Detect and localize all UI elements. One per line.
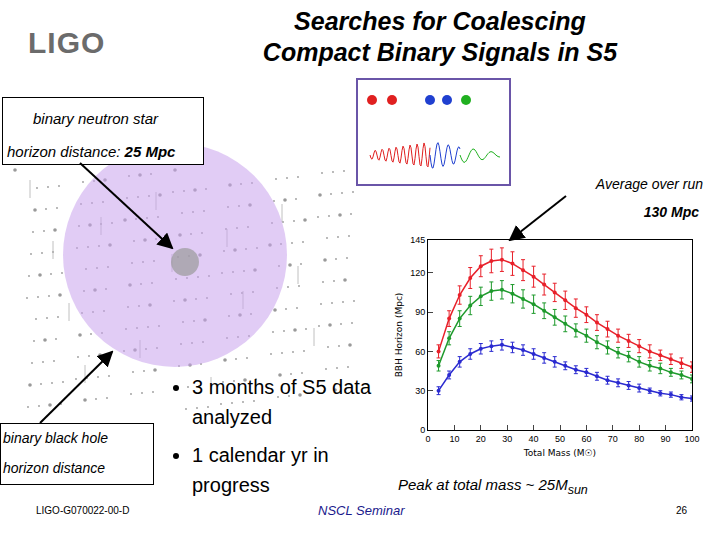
html-text:1 calendar yr in progress: 1 calendar yr in progress bbox=[192, 444, 329, 496]
html-text:Compact Binary Signals in S5: Compact Binary Signals in S5 bbox=[262, 38, 618, 66]
svg-text:0: 0 bbox=[425, 434, 430, 444]
svg-text:100: 100 bbox=[684, 434, 699, 444]
svg-text:120: 120 bbox=[410, 268, 425, 278]
html-text:NSCL Seminar: NSCL Seminar bbox=[318, 503, 405, 518]
html-text:binary black hole: binary black hole bbox=[3, 430, 109, 446]
svg-text:Total Mass (M☉): Total Mass (M☉) bbox=[523, 448, 596, 458]
svg-text:145: 145 bbox=[410, 235, 425, 245]
svg-text:0: 0 bbox=[420, 425, 425, 435]
html-text:binary neutron star: binary neutron star bbox=[33, 110, 159, 127]
html-text:Average over run: Average over run bbox=[595, 176, 703, 192]
html-text:horizon distance: horizon distance bbox=[3, 460, 105, 476]
svg-text:10: 10 bbox=[449, 434, 459, 444]
svg-text:30: 30 bbox=[415, 386, 425, 396]
html-text:130 Mpc: 130 Mpc bbox=[643, 204, 699, 220]
html-text:LIGO: LIGO bbox=[28, 26, 106, 59]
html-text:Searches for Coalescing: Searches for Coalescing bbox=[294, 7, 586, 35]
html-text:horizon distance: 25 Mpc: horizon distance: 25 Mpc bbox=[7, 143, 176, 160]
svg-text:90: 90 bbox=[415, 307, 425, 317]
svg-text:90: 90 bbox=[661, 434, 671, 444]
svg-text:70: 70 bbox=[608, 434, 618, 444]
svg-text:30: 30 bbox=[502, 434, 512, 444]
svg-text:60: 60 bbox=[581, 434, 591, 444]
html-text:Peak at total mass ~ 25Msun: Peak at total mass ~ 25Msun bbox=[398, 476, 588, 497]
svg-text:BBH Horizon (Mpc): BBH Horizon (Mpc) bbox=[394, 293, 404, 378]
svg-text:40: 40 bbox=[529, 434, 539, 444]
svg-text:80: 80 bbox=[634, 434, 644, 444]
html-text:26: 26 bbox=[676, 505, 688, 516]
svg-text:60: 60 bbox=[415, 347, 425, 357]
html-text:LIGO-G070022-00-D: LIGO-G070022-00-D bbox=[36, 505, 130, 516]
html-text:3 months of S5 data analyzed: 3 months of S5 data analyzed bbox=[192, 376, 371, 428]
svg-text:20: 20 bbox=[476, 434, 486, 444]
svg-text:50: 50 bbox=[555, 434, 565, 444]
